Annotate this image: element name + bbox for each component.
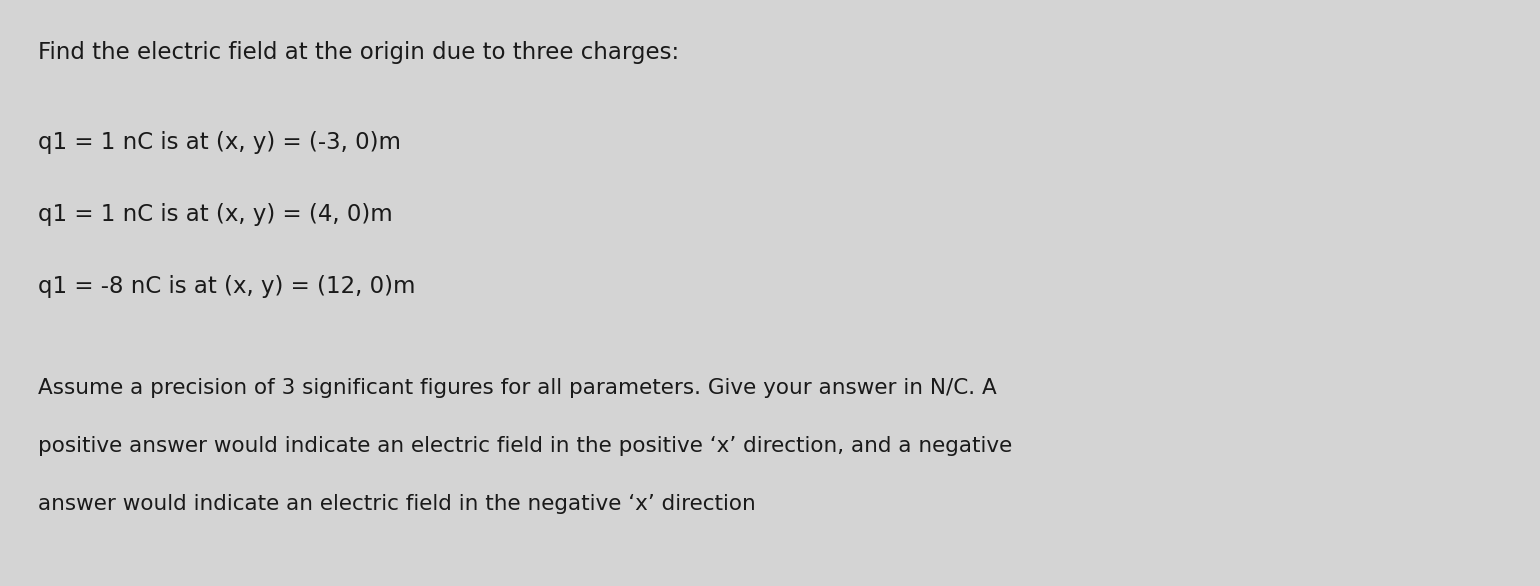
Text: Assume a precision of 3 significant figures for all parameters. Give your answer: Assume a precision of 3 significant figu… — [38, 378, 996, 398]
Text: positive answer would indicate an electric field in the positive ‘x’ direction, : positive answer would indicate an electr… — [38, 436, 1012, 456]
Text: q1 = -8 nC is at (x, y) = (12, 0)m: q1 = -8 nC is at (x, y) = (12, 0)m — [38, 275, 416, 298]
Text: Find the electric field at the origin due to three charges:: Find the electric field at the origin du… — [38, 41, 679, 64]
Text: q1 = 1 nC is at (x, y) = (4, 0)m: q1 = 1 nC is at (x, y) = (4, 0)m — [38, 203, 393, 226]
Text: answer would indicate an electric field in the negative ‘x’ direction: answer would indicate an electric field … — [38, 494, 756, 514]
Text: q1 = 1 nC is at (x, y) = (-3, 0)m: q1 = 1 nC is at (x, y) = (-3, 0)m — [38, 131, 400, 154]
